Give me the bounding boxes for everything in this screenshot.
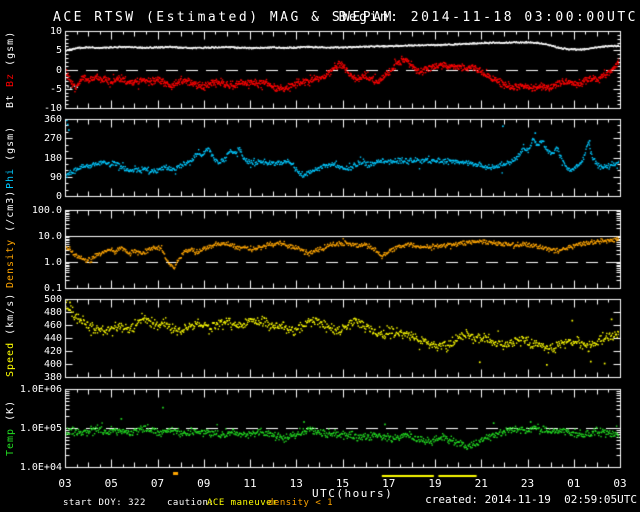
y-tick-label-temp: 1.0E+04 <box>19 462 62 473</box>
y-tick-label-phi: 0 <box>55 191 62 202</box>
y-tick-label-speed: 460 <box>43 320 62 331</box>
page-title: ACE RTSW (Estimated) MAG & SWEPAM <box>53 10 394 25</box>
y-tick-label-speed: 440 <box>43 333 62 344</box>
y-axis-title-segment: Speed <box>5 334 16 377</box>
x-tick-label: 05 <box>104 477 118 490</box>
y-axis-title-segment: (/cm3) <box>5 189 16 232</box>
x-tick-label: 03 <box>58 477 72 490</box>
y-tick-label-speed: 420 <box>43 346 62 357</box>
y-tick-label-phi: 360 <box>43 114 62 125</box>
x-tick-label: 07 <box>150 477 165 490</box>
y-tick-label-phi: 180 <box>43 152 62 164</box>
y-tick-label-density: 100.0 <box>31 205 62 216</box>
x-tick-label: 03 <box>613 477 627 490</box>
density-caution-label: density < 1 <box>268 498 334 508</box>
y-tick-label-bt-bz: 5 <box>55 45 62 57</box>
y-axis-title-temp: Temp (K) <box>3 389 20 467</box>
start-doy-label: start DOY: 322 <box>63 498 146 508</box>
y-axis-title-segment: (km/s) <box>5 292 16 335</box>
x-tick-label: 19 <box>428 477 442 490</box>
y-tick-label-density: 1.0 <box>43 257 62 268</box>
y-axis-title-segment: (K) <box>5 399 16 421</box>
y-tick-label-bt-bz: -5 <box>49 83 62 95</box>
x-tick-label: 13 <box>289 477 303 490</box>
y-tick-label-bt-bz: 10 <box>49 26 62 37</box>
y-tick-label-phi: 270 <box>43 133 62 145</box>
x-axis-title: UTC(hours) <box>312 487 394 500</box>
y-axis-title-bt-bz: Bt Bz (gsm) <box>3 31 20 108</box>
y-tick-label-bt-bz: 0 <box>55 64 62 76</box>
x-tick-label: 15 <box>335 477 350 490</box>
y-tick-label-speed: 400 <box>43 359 62 370</box>
y-tick-label-speed: 380 <box>43 372 62 383</box>
y-axis-title-segment: (gsm) <box>5 30 16 66</box>
y-tick-label-bt-bz: -10 <box>43 103 62 114</box>
y-axis-title-segment: Density <box>5 231 16 288</box>
x-tick-label: 23 <box>520 477 535 490</box>
x-tick-label: 17 <box>382 477 396 490</box>
x-tick-label: 21 <box>474 477 488 490</box>
y-axis-title-segment: Phi <box>5 161 16 190</box>
caution-label: caution: <box>167 498 215 508</box>
x-tick-label: 09 <box>197 477 211 490</box>
y-axis-title-density: Density (/cm3) <box>3 190 20 288</box>
x-tick-label: 11 <box>243 477 257 490</box>
y-axis-title-speed: Speed (km/s) <box>3 293 20 377</box>
y-axis-title-segment: Bz <box>5 65 16 87</box>
y-tick-label-phi: 90 <box>49 171 62 183</box>
y-axis-title-segment: Bt <box>5 86 16 108</box>
y-axis-title-phi: Phi (gsm) <box>3 119 20 196</box>
y-tick-label-temp: 1.0E+06 <box>19 384 62 395</box>
x-tick-label: 01 <box>567 477 581 490</box>
created-timestamp: created: 2014-11-19 02:59:05UTC <box>425 493 637 506</box>
y-tick-label-speed: 480 <box>43 307 62 318</box>
y-tick-label-speed: 500 <box>43 294 62 305</box>
maneuver-caution-label: ACE maneuver <box>207 498 279 508</box>
y-tick-label-temp: 1.0E+05 <box>19 423 62 434</box>
y-tick-label-density: 10.0 <box>37 231 62 242</box>
y-axis-title-segment: (gsm) <box>5 125 16 162</box>
y-tick-label-density: 0.1 <box>43 283 62 294</box>
begin-timestamp: Begin: 2014-11-18 03:00:00UTC <box>338 10 638 25</box>
y-axis-title-segment: Temp <box>5 420 16 457</box>
